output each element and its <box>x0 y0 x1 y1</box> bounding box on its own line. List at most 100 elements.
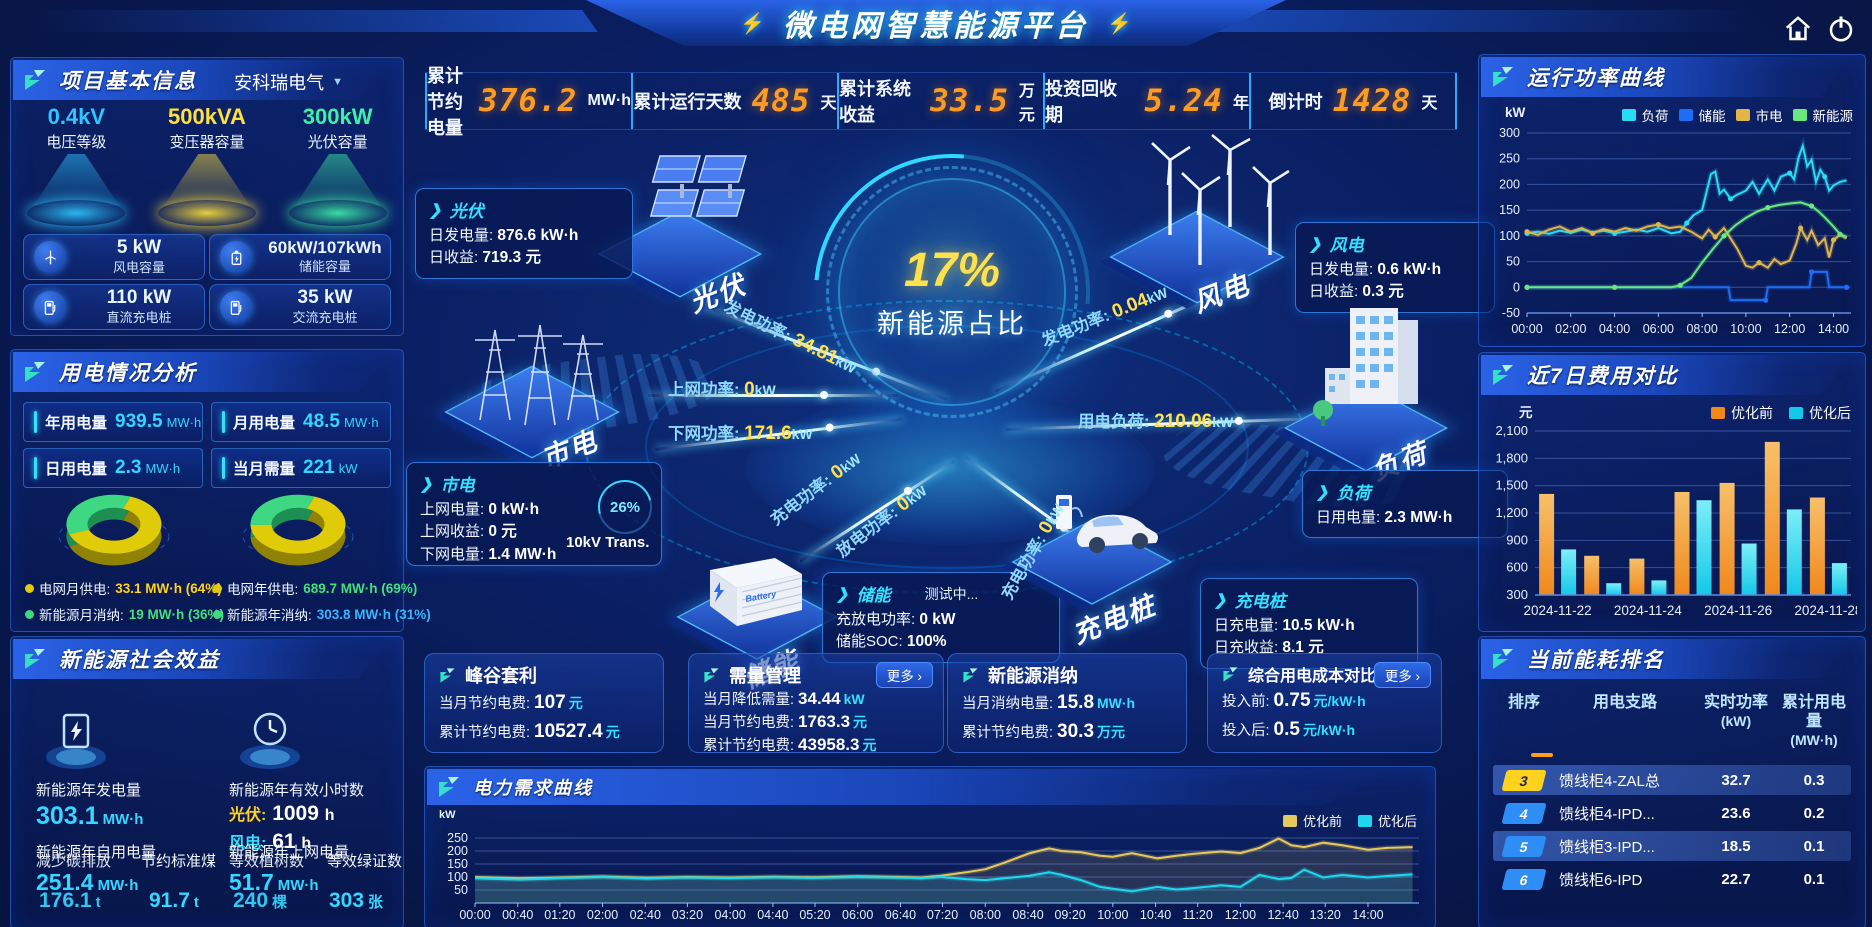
panel-header: 项目基本信息 安科瑞电气 ▼ <box>13 60 390 100</box>
stat-label: 累计节约电量 <box>427 66 463 138</box>
stat-label: 倒计时 <box>1268 92 1323 112</box>
unit: t <box>95 894 101 911</box>
label: 风电: <box>229 835 267 852</box>
flow-value: 210.06 <box>1154 411 1213 432</box>
svg-text:02:40: 02:40 <box>630 908 661 922</box>
stat-month-usage: 月用电量 48.5 MW·h <box>211 402 391 442</box>
legend-item[interactable]: 市电 <box>1735 105 1783 125</box>
panel-title: 新能源社会效益 <box>59 649 220 672</box>
svg-text:10:00: 10:00 <box>1730 322 1761 336</box>
stat-countdown: 倒计时 1428 天 <box>1249 73 1457 129</box>
row-value: 0.6 kW·h <box>1377 261 1442 278</box>
legend-item[interactable]: 优化前 <box>1282 811 1342 830</box>
legend-item[interactable]: 优化前 <box>1711 403 1773 423</box>
power-towers-icon <box>475 324 603 426</box>
svg-text:300: 300 <box>1499 126 1520 140</box>
box-ac-charger: 35 kW 交流充电桩 <box>209 284 391 330</box>
card-title: 综合用电成本对比 <box>1248 668 1377 685</box>
row-label: 上网收益: <box>420 523 489 541</box>
card-row: 日用电量: 2.3 MW·h <box>1316 507 1494 529</box>
row-value: 8.1 元 <box>1282 639 1324 657</box>
trees-value: 240 棵 <box>233 889 287 913</box>
svg-text:150: 150 <box>1499 203 1520 217</box>
svg-text:10:40: 10:40 <box>1140 908 1171 922</box>
flow-unit: kW <box>1144 284 1170 307</box>
legend-item[interactable]: 负荷 <box>1621 105 1669 125</box>
row-value: 1.4 MW·h <box>488 545 557 563</box>
company-select-value: 安科瑞电气 <box>234 73 325 93</box>
renewable-share-label: 新能源占比 <box>877 309 1027 339</box>
card-row: 投入前: 0.75 元/kW·h <box>1222 686 1427 715</box>
chevron-right-icon: ❯ <box>836 585 849 603</box>
card-row: 当月消纳电量: 15.8 MW·h <box>962 688 1172 717</box>
ranking-table-body: 3 馈线柜4-ZAL总 32.7 0.3 4 馈线柜4-IPD... 23.6 … <box>1493 765 1851 897</box>
ranking-row[interactable]: 5 馈线柜3-IPD... 18.5 0.1 <box>1493 831 1851 861</box>
svg-text:1,800: 1,800 <box>1495 450 1528 465</box>
stat-payback-period: 投资回收期 5.24 年 <box>1043 73 1249 129</box>
ranking-row[interactable]: 4 馈线柜4-IPD... 23.6 0.2 <box>1493 798 1851 828</box>
stat-unit: MW·h <box>587 92 631 109</box>
stat-label: 投资回收期 <box>1045 79 1117 125</box>
stat-day-usage: 日用电量 2.3 MW·h <box>23 448 203 488</box>
ranking-row[interactable]: 6 馈线柜6-IPD 22.7 0.1 <box>1493 864 1851 894</box>
legend-item[interactable]: 优化后 <box>1357 811 1417 830</box>
stat-value: 221 <box>303 457 335 478</box>
svg-text:900: 900 <box>1506 532 1528 547</box>
y-axis-unit: kW <box>1505 105 1526 120</box>
gen-value: 303.1 MW·h <box>36 802 143 831</box>
cone-value: 0.4kV <box>47 104 106 129</box>
row-label: 累计节约电费: <box>439 725 531 742</box>
page-title: 微电网智慧能源平台 <box>783 10 1089 43</box>
row-label: 投入前: <box>1222 694 1270 710</box>
row-value: 876.6 kW·h <box>497 227 579 244</box>
stat-value: 33.5 <box>930 83 1009 119</box>
power-icon[interactable] <box>1826 14 1856 44</box>
svg-text:14:00: 14:00 <box>1818 322 1849 336</box>
more-button[interactable]: 更多 › <box>875 662 933 688</box>
unit: h <box>324 807 335 824</box>
carbon-label: 减少碳排放 <box>36 853 112 870</box>
transformer-percent: 26% <box>609 498 641 516</box>
home-icon[interactable] <box>1783 14 1813 44</box>
svg-text:2,100: 2,100 <box>1495 423 1528 438</box>
ev-car-icon <box>1056 495 1158 553</box>
card-row: 日充收益: 8.1 元 <box>1214 637 1404 659</box>
legend-item: 新能源年消纳: 303.8 MW·h (31%) <box>213 604 431 624</box>
wind-info-card: ❯ 风电 日发电量: 0.6 kW·h 日收益: 0.3 元 <box>1295 222 1495 313</box>
company-select[interactable]: 安科瑞电气 ▼ <box>234 69 343 95</box>
transformer-label: 10kV Trans. <box>566 534 650 551</box>
card-row: 累计节约电费: 30.3 万元 <box>962 717 1172 746</box>
cost-chart-legend: 优化前 优化后 <box>1711 403 1851 423</box>
value: 176.1 <box>39 889 92 912</box>
svg-text:2024-11-24: 2024-11-24 <box>1614 603 1683 618</box>
ranking-row[interactable]: 3 馈线柜4-ZAL总 32.7 0.3 <box>1493 765 1851 795</box>
stat-running-days: 累计运行天数 485 天 <box>631 73 837 129</box>
svg-text:2024-11-22: 2024-11-22 <box>1524 603 1592 618</box>
legend-item[interactable]: 储能 <box>1678 105 1726 125</box>
panel-title: 用电情况分析 <box>59 362 197 385</box>
svg-text:00:00: 00:00 <box>459 908 490 922</box>
month-donut-legend: 电网月供电: 33.1 MW·h (64%) 新能源月消纳: 19 MW·h (36… <box>25 578 224 630</box>
legend-item[interactable]: 新能源 <box>1792 105 1853 125</box>
stat-total-saved-energy: 累计节约电量 376.2 MW·h <box>425 66 631 138</box>
card-corner-icon <box>440 667 455 683</box>
stat-label: 累计系统收益 <box>839 79 911 125</box>
more-button[interactable]: 更多 › <box>1373 662 1431 688</box>
panel-corner-icon <box>25 70 45 90</box>
value: 303.1 <box>36 802 99 830</box>
svg-text:09:20: 09:20 <box>1054 908 1085 922</box>
load-info-card: ❯ 负荷 日用电量: 2.3 MW·h <box>1302 470 1508 539</box>
chevron-right-icon: ❯ <box>1316 483 1329 501</box>
legend-item[interactable]: 优化后 <box>1789 403 1851 423</box>
kpi-stats-bar: 累计节约电量 376.2 MW·h 累计运行天数 485 天 累计系统收益 33.5 万元 … <box>425 66 1457 138</box>
cone-label: 电压等级 <box>46 134 107 151</box>
card-row: 当月节约电费: 1763.3 元 <box>703 711 929 734</box>
card-corner-icon <box>704 667 719 683</box>
flow-unit: kW <box>791 426 813 442</box>
demand-chart: 50 100 150 200 250 00:00 00:40 01:20 02:… <box>433 819 1427 923</box>
card-title: 负荷 <box>1336 484 1371 503</box>
box-value: 35 kW <box>297 286 353 308</box>
card-row: 储能SOC: 100% <box>836 631 1046 653</box>
legend-dot <box>213 583 222 593</box>
